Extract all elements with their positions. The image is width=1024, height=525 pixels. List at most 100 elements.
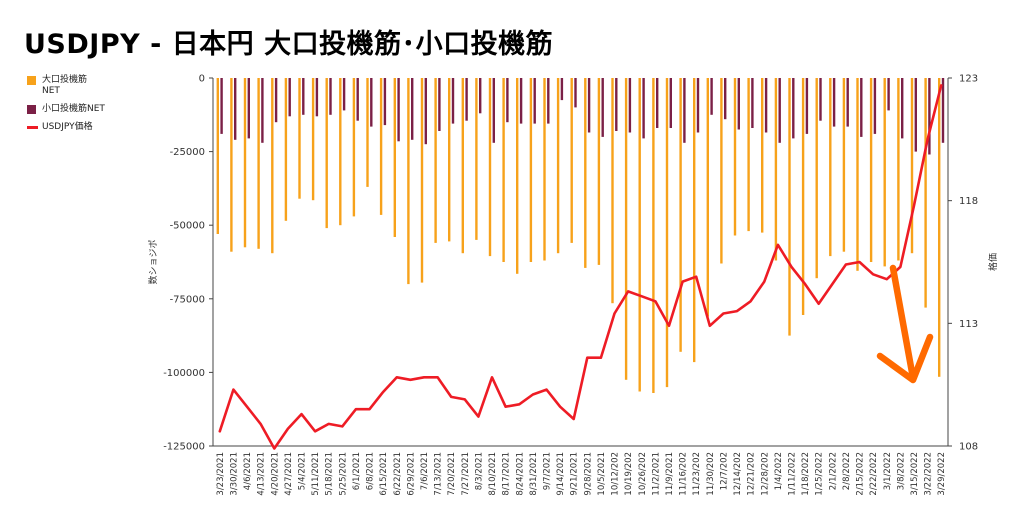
x-tick-label: 11/2/2021: [651, 452, 661, 496]
x-tick-label: 4/13/2021: [257, 452, 267, 496]
bar-large: [611, 78, 614, 304]
bar-large: [298, 78, 301, 199]
y-tick-label: -100000: [163, 368, 205, 379]
bar-small: [901, 78, 904, 139]
bar-large: [665, 78, 669, 388]
x-tick-label: 8/31/2021: [529, 452, 539, 496]
bar-large: [815, 78, 818, 279]
x-tick-label: 1/11/2022: [788, 452, 798, 496]
bar-large: [761, 78, 764, 233]
x-tick-label: 11/30/202: [706, 452, 716, 496]
y-axis-right: 123 118 113 108: [947, 74, 978, 453]
bar-small: [615, 78, 618, 131]
x-tick-label: 2/8/2022: [842, 452, 852, 490]
bar-small: [411, 78, 414, 140]
x-tick-label: 1/25/2022: [815, 452, 825, 496]
x-tick-label: 8/17/2021: [502, 452, 512, 496]
annotation-layer: [876, 264, 934, 384]
bar-small: [397, 78, 400, 142]
x-tick-label: 4/27/2021: [284, 452, 294, 496]
bar-small: [492, 78, 495, 143]
bar-small: [302, 78, 305, 115]
bar-small: [574, 78, 577, 108]
bar-large: [774, 78, 778, 261]
bar-large: [475, 78, 478, 240]
bar-small: [778, 78, 781, 143]
bar-small: [887, 78, 890, 111]
bar-large: [339, 78, 342, 226]
y-tick-label: -50000: [170, 221, 205, 232]
chart-title: USDJPY - 日本円 大口投機筋･小口投機筋: [24, 29, 554, 60]
bar-large: [230, 78, 233, 252]
bar-small: [547, 78, 550, 124]
bar-small: [234, 78, 237, 140]
bar-large: [910, 78, 914, 254]
bar-large: [720, 78, 723, 264]
bar-small: [873, 78, 877, 134]
x-tick-label: 2/1/2022: [828, 452, 838, 490]
x-tick-label: 8/10/2021: [488, 452, 498, 496]
bar-large: [407, 78, 410, 285]
bar-small: [356, 78, 359, 121]
y2-axis-label: 格価: [987, 253, 999, 271]
bar-large: [829, 78, 832, 257]
bar-small: [805, 78, 809, 134]
bar-large: [897, 78, 900, 261]
x-tick-label: 8/24/2021: [515, 452, 525, 496]
bar-small: [315, 78, 319, 117]
x-tick-label: 6/29/2021: [406, 452, 416, 496]
y-axis-left: 0 -25000 -50000 -75000 -100000 -125000: [163, 74, 214, 453]
x-tick-label: 12/14/202: [733, 452, 743, 496]
annotation-arrow-shaft: [889, 264, 917, 382]
x-tick-label: 4/20/2021: [270, 452, 280, 496]
annotation-arrow-head: [876, 333, 934, 384]
bar-large: [243, 78, 247, 248]
bar-small: [764, 78, 768, 133]
x-tick-label: 5/11/2021: [311, 452, 321, 496]
bar-small: [479, 78, 482, 114]
bar-small: [465, 78, 468, 121]
x-tick-label: 5/18/2021: [325, 452, 335, 496]
bar-small: [424, 78, 427, 145]
bar-large: [570, 78, 573, 243]
bar-large: [938, 78, 941, 377]
bar-small: [533, 78, 536, 124]
bar-small: [383, 78, 387, 126]
bar-small: [914, 78, 917, 152]
bar-small: [560, 78, 564, 101]
bar-large: [556, 78, 560, 254]
x-tick-label: 12/28/202: [760, 452, 770, 496]
x-tick-label: 3/8/2022: [896, 452, 906, 490]
x-axis: 3/23/2021 3/30/2021 4/6/2021 4/13/2021 4/20/…: [213, 445, 948, 496]
x-tick-label: 3/1/2022: [883, 452, 893, 490]
x-tick-label: 7/6/2021: [420, 452, 430, 490]
bar-small: [710, 78, 713, 115]
bar-large: [584, 78, 587, 268]
bar-large: [461, 78, 464, 254]
x-tick-label: 9/21/2021: [570, 452, 580, 496]
legend: 大口投機筋NET 小口投機筋NET USDJPY価格: [27, 75, 112, 140]
bar-large: [652, 78, 655, 393]
legend-item-large: 大口投機筋NET: [27, 75, 112, 97]
x-tick-label: 1/4/2022: [774, 452, 784, 490]
x-tick-label: 7/13/2021: [434, 452, 444, 496]
bars-layer: [216, 78, 945, 393]
x-tick-label: 2/22/2022: [869, 452, 879, 496]
x-tick-label: 3/15/2022: [910, 452, 920, 496]
bar-large: [869, 78, 873, 262]
x-tick-label: 7/27/2021: [461, 452, 471, 496]
bar-small: [683, 78, 686, 143]
y-tick-label: -25000: [170, 147, 205, 158]
x-tick-label: 9/7/2021: [543, 452, 553, 490]
x-tick-label: 3/22/2022: [924, 452, 934, 496]
bar-small: [941, 78, 945, 143]
y-tick-label: 0: [199, 74, 205, 85]
bar-small: [751, 78, 754, 128]
bar-large: [420, 78, 424, 283]
bar-large: [488, 78, 492, 257]
x-tick-label: 2/15/2022: [856, 452, 866, 496]
y-tick-label: -125000: [163, 442, 205, 453]
bar-large: [284, 78, 288, 221]
bar-small: [628, 78, 632, 133]
bar-small: [860, 78, 863, 137]
